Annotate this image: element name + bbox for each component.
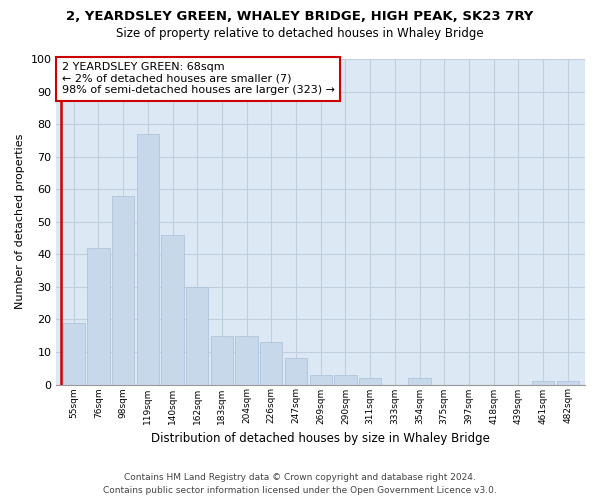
Bar	[285, 358, 307, 384]
Bar	[62, 322, 85, 384]
Text: 2, YEARDSLEY GREEN, WHALEY BRIDGE, HIGH PEAK, SK23 7RY: 2, YEARDSLEY GREEN, WHALEY BRIDGE, HIGH …	[67, 10, 533, 23]
Bar	[557, 382, 579, 384]
Bar	[161, 235, 184, 384]
Bar	[260, 342, 283, 384]
Bar	[359, 378, 381, 384]
Bar	[310, 374, 332, 384]
Y-axis label: Number of detached properties: Number of detached properties	[15, 134, 25, 310]
Text: Contains HM Land Registry data © Crown copyright and database right 2024.
Contai: Contains HM Land Registry data © Crown c…	[103, 474, 497, 495]
Text: Size of property relative to detached houses in Whaley Bridge: Size of property relative to detached ho…	[116, 28, 484, 40]
Bar	[334, 374, 356, 384]
Bar	[137, 134, 159, 384]
Bar	[186, 287, 208, 384]
Bar	[112, 196, 134, 384]
Text: 2 YEARDSLEY GREEN: 68sqm
← 2% of detached houses are smaller (7)
98% of semi-det: 2 YEARDSLEY GREEN: 68sqm ← 2% of detache…	[62, 62, 335, 96]
Bar	[211, 336, 233, 384]
Bar	[87, 248, 110, 384]
Bar	[235, 336, 258, 384]
Bar	[532, 382, 554, 384]
X-axis label: Distribution of detached houses by size in Whaley Bridge: Distribution of detached houses by size …	[151, 432, 490, 445]
Bar	[409, 378, 431, 384]
